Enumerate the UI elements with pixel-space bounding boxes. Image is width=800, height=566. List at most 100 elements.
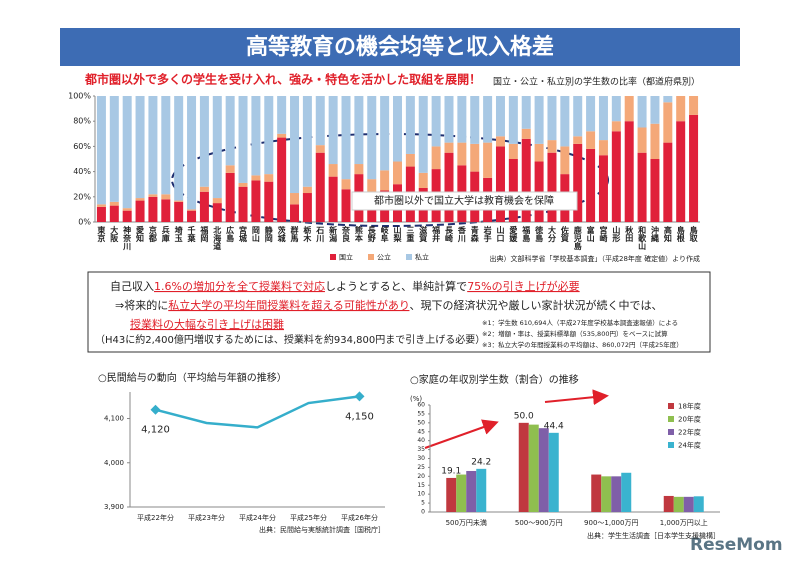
x-tick-label: 1,000万円以上	[660, 518, 708, 527]
bar-segment	[547, 96, 557, 141]
bar-segment	[277, 96, 287, 134]
y-tick-label: 20	[417, 473, 425, 480]
bar-segment	[187, 210, 197, 222]
bar-segment	[586, 148, 596, 222]
x-tick-label: 栃木	[302, 225, 312, 243]
x-tick-label: 山梨	[392, 225, 402, 243]
y-tick-label: 4,000	[104, 459, 124, 467]
bar-segment	[212, 198, 222, 204]
box-line: ⇒将来的に私立大学の平均年間授業料を超える可能性があり、現下の経済状況や厳しい家…	[115, 298, 662, 312]
bar-segment	[444, 142, 454, 153]
legend-label: 公立	[377, 253, 391, 262]
bar-segment	[367, 96, 377, 180]
bar	[446, 477, 457, 512]
box-text: （H43に約2,400億円増収するためには、授業料を約934,800円まで引き上…	[95, 333, 485, 346]
bar-segment	[174, 200, 184, 202]
box-text: 私立大学の平均年間授業料を超える可能性があり	[168, 298, 409, 312]
bar-segment	[199, 191, 209, 222]
bar-segment	[586, 96, 596, 132]
bar-segment	[341, 179, 351, 190]
x-tick-label: 新潟	[329, 225, 338, 243]
bar-segment	[380, 96, 390, 171]
bar-segment	[624, 121, 634, 222]
bar	[538, 428, 549, 512]
bar-segment	[637, 96, 647, 128]
y-tick-label: 45	[417, 428, 425, 435]
bar-segment	[380, 170, 390, 191]
bar-segment	[122, 96, 132, 209]
bar	[601, 476, 612, 512]
bar-segment	[663, 142, 673, 222]
x-tick-label: 群馬	[290, 225, 299, 243]
title-bar	[60, 28, 740, 66]
y-tick-label: 5	[421, 500, 425, 507]
source: 出典：民間給与実態統計調査［国税庁］	[259, 525, 385, 534]
bar	[621, 472, 632, 512]
y-tick-label: 40%	[73, 167, 91, 176]
x-tick-label: 500万円未満	[446, 518, 487, 527]
bar-segment	[598, 140, 608, 156]
bar-segment	[135, 96, 145, 199]
bar-segment	[663, 102, 673, 143]
bar-segment	[495, 146, 505, 222]
bar-segment	[251, 180, 261, 222]
bar-segment	[315, 152, 325, 222]
source: 出典：学生生活調査［日本学生支援機構］	[587, 531, 720, 540]
y-tick-label: 40	[417, 437, 425, 444]
x-tick-label: 宮城	[239, 225, 248, 243]
bar-segment	[508, 143, 518, 159]
y-tick-label: 25	[417, 464, 425, 471]
bar-segment	[418, 172, 428, 188]
bar-segment	[315, 96, 325, 146]
x-tick-label: 山形	[612, 225, 621, 243]
bar-segment	[225, 96, 235, 166]
x-tick-label: 山口	[496, 225, 505, 243]
chart-title: ○民間給与の動向（平均給与年額の推移）	[98, 371, 287, 384]
legend-swatch	[368, 254, 374, 260]
bar-segment	[225, 172, 235, 222]
bar-segment	[495, 136, 505, 147]
x-tick-label: 長崎	[443, 226, 453, 243]
bar-segment	[393, 161, 402, 185]
bar-segment	[328, 96, 338, 165]
bar-segment	[650, 123, 660, 159]
bar-segment	[290, 204, 300, 222]
x-tick-label: 岩手	[483, 225, 492, 243]
box-text: 1.6%の増加分を全て授業料で対応	[154, 279, 325, 293]
x-tick-label: 大分	[547, 225, 556, 243]
point	[354, 391, 365, 402]
bar-segment	[573, 136, 583, 144]
note: ※2：増額・率は、授業料標準額（535,800円）をベースに試算	[482, 329, 668, 338]
point	[150, 404, 161, 415]
bar-segment	[573, 96, 583, 137]
bar-segment	[650, 159, 660, 222]
y-tick-label: 20%	[73, 192, 91, 201]
subtitle: 都市圏以外で多くの学生を受け入れ、強み・特色を活かした取組を展開！	[84, 72, 481, 87]
text-box	[87, 271, 711, 353]
bar	[476, 468, 487, 512]
y-tick-label: 35	[417, 446, 425, 453]
bar-segment	[676, 121, 686, 222]
y-tick-label: 10	[417, 491, 425, 498]
bar-segment	[187, 96, 197, 210]
x-tick-label: 島根	[676, 225, 685, 243]
x-tick-label: 福島	[522, 225, 531, 243]
box-text: 自己収入	[110, 280, 154, 293]
bar-segment	[534, 143, 544, 162]
legend-swatch	[668, 429, 674, 435]
legend-label: 22年度	[678, 428, 701, 437]
y-tick-label: 60%	[73, 142, 91, 151]
x-tick-label: 香川	[456, 225, 466, 243]
x-tick-label: 高知	[663, 225, 672, 243]
y-tick-label: 50	[417, 419, 425, 426]
legend-label: 18年度	[678, 402, 701, 411]
x-tick-label: 平成24年分	[239, 513, 276, 522]
bar-segment	[598, 155, 608, 222]
bar-segment	[290, 193, 300, 205]
source: 出典）文部科学省「学校基本調査」（平成28年度 確定値）より作成	[490, 254, 701, 263]
x-tick-label: 青森	[469, 225, 479, 243]
bar-segment	[405, 96, 415, 154]
x-tick-label: 埼玉	[174, 225, 183, 242]
box-text: 75%の引き上げが必要	[467, 279, 579, 293]
legend-label: 私立	[415, 253, 429, 262]
